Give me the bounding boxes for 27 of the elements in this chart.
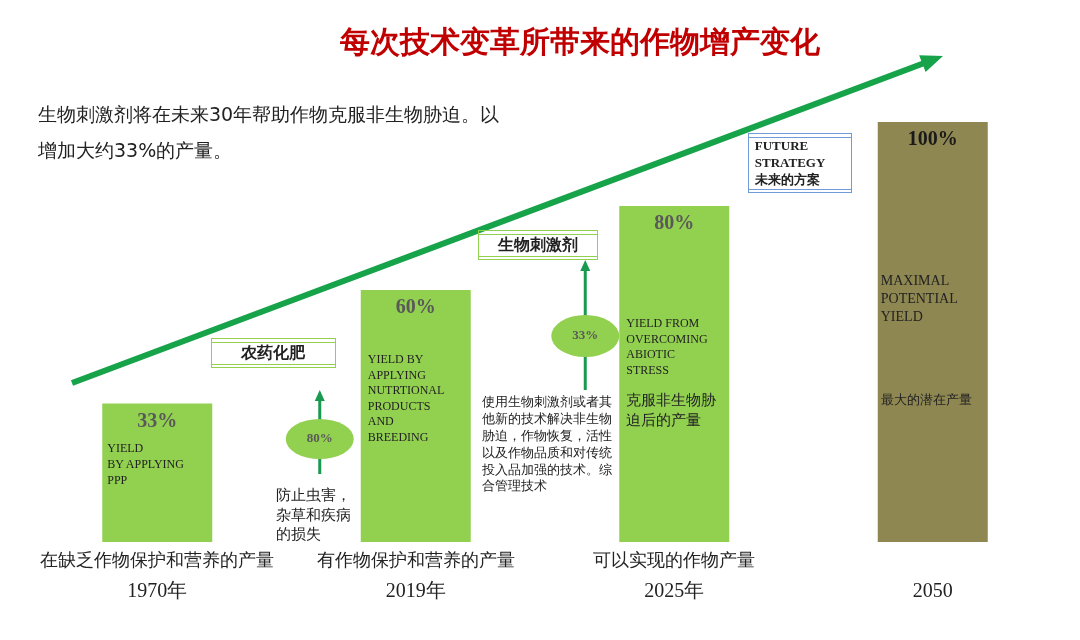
text: 可以实现的作物产量 — [592, 548, 757, 572]
bar — [102, 403, 213, 542]
annotation: 防止虫害，杂草和疾病的损失 — [275, 486, 352, 545]
text: 在缺乏作物保护和营养的产量 — [39, 548, 276, 572]
annotation: YIELD BY APPLYING NUTRTIONAL PRODUCTS AND BREEDING — [367, 352, 446, 446]
annotation: YIELD BY APPLYING PPP — [107, 441, 185, 489]
x-tick-label: 2050 — [912, 579, 953, 602]
annotation: MAXIMAL POTENTIAL YIELD — [880, 272, 959, 327]
data-label: 33% — [137, 408, 178, 431]
data-label: 80% — [654, 211, 695, 234]
x-tick-label: 1970年 — [127, 579, 188, 602]
text: 有作物保护和营养的产量 — [315, 548, 516, 572]
annotation: 80% — [305, 430, 334, 447]
annotation: 使用生物刺激剂或者其他新的技术解决非生物胁迫，作物恢复，活性以及作物品质和对传统投入品加强的技术。综合管理技术 — [482, 394, 614, 496]
chart-title: 每次技术变革所带来的作物增产变化 — [339, 23, 821, 61]
x-tick-label: 2019年 — [385, 579, 446, 602]
annotation: 33% — [571, 327, 600, 344]
annotation: 最大的潜在产量 — [880, 392, 973, 409]
data-label: 100% — [907, 127, 958, 150]
data-label: 60% — [395, 295, 436, 318]
annotation: 克服非生物胁迫后的产量 — [626, 391, 718, 430]
x-tick-label: 2025年 — [644, 579, 705, 602]
chart-subtitle: 生物刺激剂将在未来30年帮助作物克服非生物胁迫。以增加大约33%的产量。 — [38, 102, 501, 164]
bar — [360, 290, 471, 542]
bar — [619, 206, 730, 542]
bar — [877, 122, 988, 542]
annotation: YIELD FROM OVERCOMING ABIOTIC STRESS — [626, 316, 709, 379]
